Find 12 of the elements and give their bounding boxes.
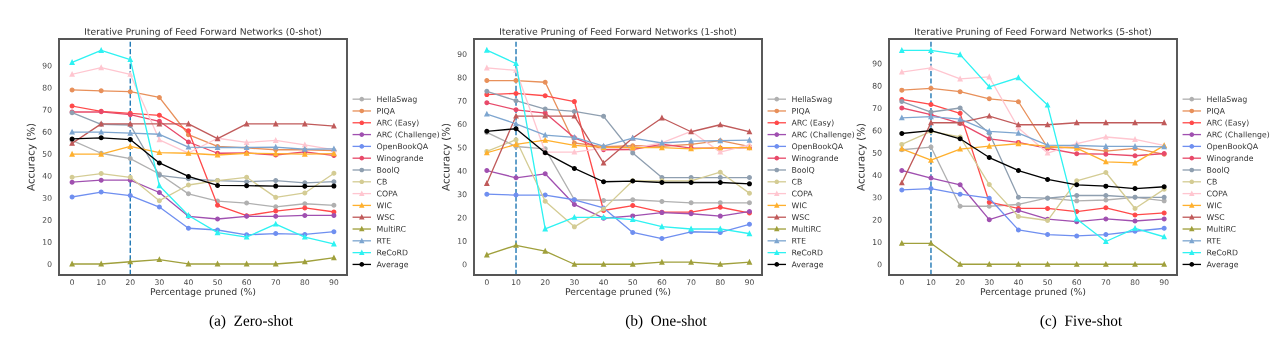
y-axis-title: Accuracy (%): [26, 123, 37, 191]
x-axis-title: Percentage pruned (%): [150, 287, 256, 297]
y-axis-title: Accuracy (%): [856, 123, 867, 191]
chart-title: Iterative Pruning of Feed Forward Networks (0-shot): [85, 27, 322, 37]
x-axis-title: Percentage pruned (%): [565, 287, 671, 297]
text: (c) Five-shot: [1040, 315, 1123, 329]
x-axis-title: Percentage pruned (%): [980, 287, 1086, 297]
text: (a) Zero-shot: [209, 315, 293, 329]
chart-title: Iterative Pruning of Feed Forward Networks (1-shot): [500, 27, 737, 37]
chart-title: Iterative Pruning of Feed Forward Networks (5-shot): [915, 27, 1152, 37]
y-axis-title: Accuracy (%): [441, 123, 452, 191]
text: (b) One-shot: [625, 315, 707, 329]
